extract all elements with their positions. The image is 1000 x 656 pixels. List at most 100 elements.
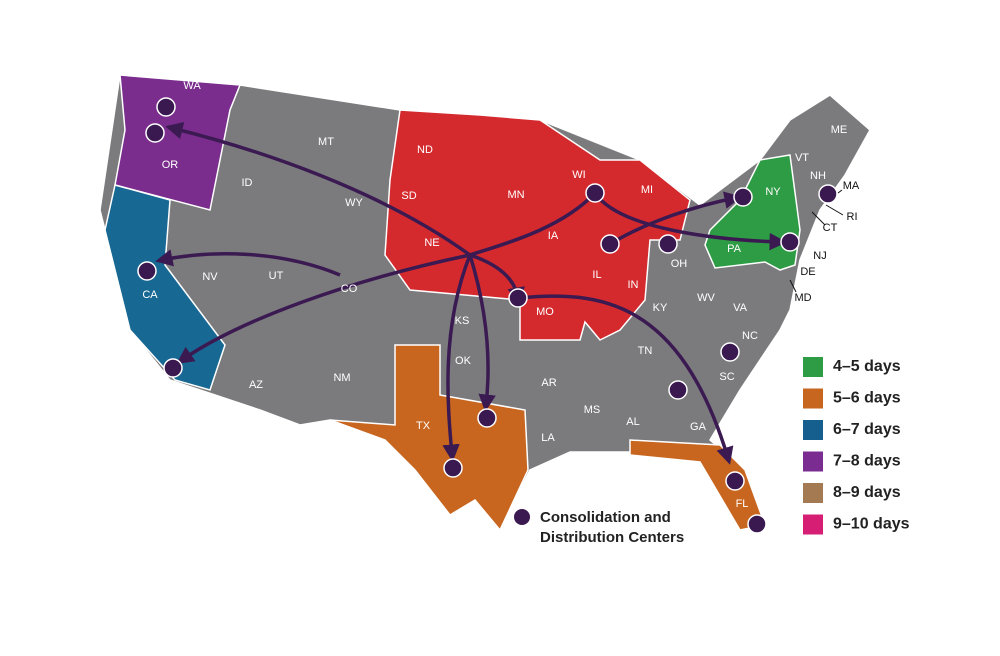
- center-dot: [585, 183, 605, 203]
- state-label: ND: [417, 144, 433, 156]
- center-dot: [818, 184, 838, 204]
- state-label: VT: [795, 152, 809, 164]
- center-dot: [477, 408, 497, 428]
- state-label: CT: [823, 222, 838, 234]
- center-dot: [747, 514, 767, 534]
- route: [155, 249, 341, 277]
- route: [593, 191, 787, 251]
- legend-label: 6–7 days: [833, 421, 901, 438]
- state-label: SC: [719, 371, 734, 383]
- state-label: FL: [736, 498, 749, 510]
- legend-label: 9–10 days: [833, 516, 910, 533]
- route: [609, 191, 742, 246]
- state-label: MT: [318, 136, 334, 148]
- legend-swatch: [803, 451, 823, 472]
- state-label: OK: [455, 355, 472, 367]
- state-label: WI: [572, 169, 585, 181]
- state-label: GA: [690, 421, 707, 433]
- state-label: TX: [416, 420, 431, 432]
- state-label: RI: [847, 211, 858, 223]
- state-label: IA: [548, 230, 559, 242]
- center-dot: [720, 342, 740, 362]
- leader: [789, 279, 797, 293]
- route: [464, 191, 597, 305]
- state-labels: WA OR CA ID NV MT WY UT AZ CO NM ND SD NE KS OK TX MN IA MO…: [142, 80, 860, 510]
- state-label: IL: [592, 269, 601, 281]
- legend-label: 4–5 days: [833, 358, 901, 375]
- route: [442, 254, 472, 462]
- state-label: TN: [638, 345, 653, 357]
- route: [176, 253, 471, 364]
- legend-dot: [514, 509, 530, 525]
- leader: [825, 204, 844, 216]
- state-label: MD: [794, 292, 811, 304]
- state-label: MN: [507, 189, 524, 201]
- state-label: SD: [401, 190, 416, 202]
- center-dot: [725, 471, 745, 491]
- legend-swatch: [803, 388, 823, 409]
- center-dot: [137, 261, 157, 281]
- center-dot: [668, 380, 688, 400]
- state-label: WV: [697, 292, 715, 304]
- legend-swatch: [803, 483, 823, 503]
- legend-label: 8–9 days: [833, 484, 901, 501]
- leader: [811, 211, 826, 226]
- state-label: OH: [671, 258, 688, 270]
- state-label: KS: [455, 315, 470, 327]
- state-label: KY: [653, 302, 668, 314]
- state-label: ME: [831, 124, 848, 136]
- state-label: PA: [727, 243, 742, 255]
- center-dot: [780, 232, 800, 252]
- state-label: AR: [541, 377, 556, 389]
- state-label: UT: [269, 270, 284, 282]
- state-label: WY: [345, 197, 363, 209]
- legend-swatch: [803, 420, 823, 440]
- state-label: MO: [536, 306, 554, 318]
- state-label: NV: [202, 271, 218, 283]
- state-label: NM: [333, 372, 350, 384]
- state-label: OR: [162, 159, 179, 171]
- centers-label: Consolidation and: [540, 509, 671, 526]
- center-dot: [156, 97, 176, 117]
- regions: [99, 74, 871, 532]
- legend: 4–5 days 5–6 days 6–7 days 7–8 days 8–9 days…: [514, 357, 910, 546]
- legend-swatch: [803, 357, 823, 377]
- center-dot: [600, 234, 620, 254]
- region-blue: [104, 184, 226, 391]
- center-dot: [733, 187, 753, 207]
- route: [517, 294, 734, 465]
- route: [165, 122, 472, 257]
- state-label: NH: [810, 170, 826, 182]
- leader: [837, 189, 843, 194]
- routes: [155, 122, 787, 465]
- state-label: DE: [800, 266, 815, 278]
- center-dot: [443, 458, 463, 478]
- centers: [137, 97, 838, 534]
- state-label: MS: [584, 404, 601, 416]
- state-label: CA: [142, 289, 158, 301]
- state-label: NC: [742, 330, 758, 342]
- state-label: NJ: [813, 250, 826, 262]
- state-label: MI: [641, 184, 653, 196]
- state-label: LA: [541, 432, 555, 444]
- state-label: AL: [626, 416, 639, 428]
- legend-swatch: [803, 514, 823, 535]
- state-label: ID: [242, 177, 253, 189]
- state-label: VA: [733, 302, 748, 314]
- state-label: IN: [628, 279, 639, 291]
- route: [468, 254, 496, 412]
- region-purple: [114, 74, 242, 211]
- state-label: NY: [765, 186, 781, 198]
- centers-label: Distribution Centers: [540, 529, 684, 546]
- center-dot: [145, 123, 165, 143]
- state-label: WA: [183, 80, 201, 92]
- center-dot: [508, 288, 528, 308]
- center-dot: [163, 358, 183, 378]
- state-label: AZ: [249, 379, 263, 391]
- state-label: MA: [843, 180, 860, 192]
- state-label: NE: [424, 237, 439, 249]
- state-label: CO: [341, 283, 358, 295]
- region-orange-tx: [329, 344, 529, 532]
- legend-label: 5–6 days: [833, 390, 901, 407]
